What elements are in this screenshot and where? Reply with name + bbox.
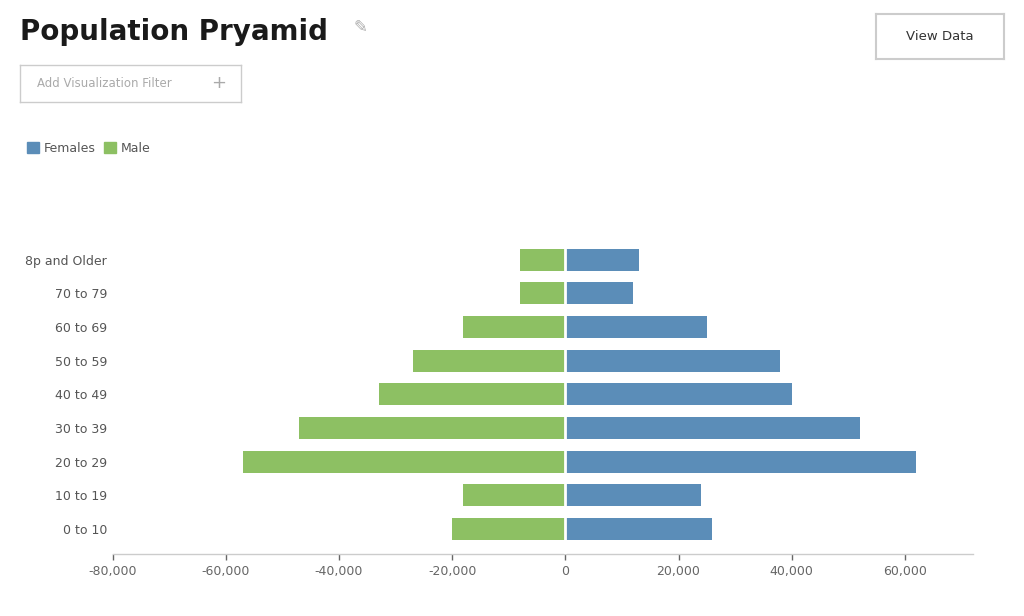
Text: ✎: ✎ [353, 18, 368, 36]
Bar [520, 249, 565, 270]
Bar [565, 249, 639, 270]
Bar [464, 484, 565, 506]
Bar [379, 383, 565, 405]
Text: Population Pryamid: Population Pryamid [20, 18, 329, 46]
Bar [565, 417, 859, 439]
Bar [520, 282, 565, 304]
Bar [243, 451, 565, 472]
Bar [453, 518, 565, 540]
Bar [565, 350, 780, 371]
Text: +: + [211, 74, 226, 92]
Text: View Data: View Data [905, 30, 974, 43]
Bar [565, 484, 701, 506]
Bar [464, 316, 565, 338]
Bar [565, 518, 713, 540]
Legend: Females, Male: Females, Male [27, 142, 151, 155]
Bar [299, 417, 565, 439]
Bar [565, 451, 916, 472]
Text: Add Visualization Filter: Add Visualization Filter [37, 76, 171, 90]
Bar [565, 316, 707, 338]
Bar [413, 350, 565, 371]
Bar [565, 282, 633, 304]
Bar [565, 383, 792, 405]
